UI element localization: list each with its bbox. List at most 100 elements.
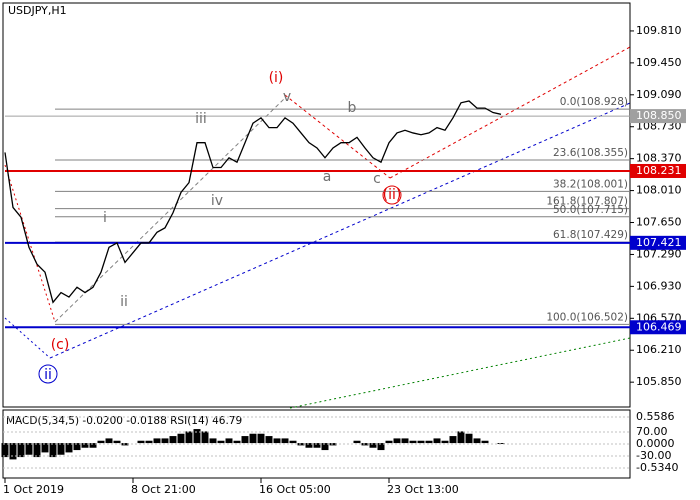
level-label: 106.469 (636, 320, 682, 333)
wave-label: i (103, 210, 107, 226)
indicator-scale-label: 0.0000 (636, 437, 675, 450)
chart-title: USDJPY,H1 (8, 4, 67, 17)
macd-bar (113, 440, 121, 444)
trend-line (4, 317, 51, 359)
fibo-label: 161.8(107.807) (546, 196, 628, 208)
price-box (630, 109, 686, 124)
price-box (630, 320, 686, 335)
macd-bar (441, 440, 449, 444)
trend-line (49, 102, 631, 359)
macd-bar (313, 443, 321, 448)
macd-bar (369, 443, 377, 448)
wave-label: (ii) (383, 187, 402, 203)
macd-bar (209, 438, 217, 444)
macd-bar (49, 443, 57, 458)
macd-bar (33, 443, 41, 458)
macd-bar (73, 443, 81, 451)
y-tick-label: 108.010 (636, 184, 682, 197)
y-tick-label: 107.650 (636, 216, 682, 229)
wave-label: v (283, 89, 291, 105)
wave-label: b (348, 100, 357, 116)
macd-bar (433, 438, 441, 444)
macd-bar (393, 438, 401, 444)
indicator-scale-label: -0.5340 (636, 461, 678, 474)
level-label: 108.231 (636, 164, 682, 177)
trend-line (54, 97, 286, 323)
macd-bar (201, 431, 209, 444)
indicator-scale-label: 0.5586 (636, 410, 675, 423)
macd-bar (457, 431, 465, 444)
price-line (4, 100, 502, 304)
wave-label: ii (120, 294, 128, 310)
macd-bar (225, 438, 233, 444)
y-tick-label: 105.850 (636, 375, 682, 388)
macd-bar (473, 438, 481, 444)
macd-bar (321, 443, 329, 451)
fibo-label: 61.8(107.429) (553, 229, 628, 241)
macd-bar (257, 433, 265, 444)
wave-label: (i) (269, 70, 284, 86)
trend-lines (4, 46, 631, 409)
macd-bar (481, 440, 489, 444)
macd-bar (241, 436, 249, 444)
macd-bar (449, 436, 457, 444)
fibo-label: 38.2(108.001) (553, 178, 628, 190)
macd-bar (193, 429, 201, 444)
macd-bar (185, 431, 193, 444)
fibo-label: 50.0(107.715) (553, 204, 628, 216)
wave-circle (382, 185, 402, 205)
fibo-label: 100.0(106.502) (546, 311, 628, 323)
y-tick-label: 106.930 (636, 279, 682, 292)
macd-bar (65, 443, 73, 453)
macd-bar (265, 436, 273, 444)
trend-line (284, 94, 391, 179)
macd-bar (81, 443, 89, 448)
wave-label: (c) (51, 337, 70, 353)
macd-bar (465, 433, 473, 444)
macd-bar (153, 438, 161, 444)
wave-label: a (323, 169, 332, 185)
macd-bar (425, 440, 433, 444)
y-tick-label: 109.450 (636, 56, 682, 69)
macd-bar (217, 440, 225, 444)
macd-bar (25, 443, 33, 455)
y-tick-label: 109.090 (636, 88, 682, 101)
macd-bar (105, 438, 113, 444)
x-tick-label: 8 Oct 21:00 (131, 483, 196, 496)
macd-bar (97, 440, 105, 444)
price-box (630, 235, 686, 250)
macd-bar (41, 443, 49, 453)
wave-label: iv (211, 193, 223, 209)
macd-bar (233, 440, 241, 444)
wave-circle (38, 364, 58, 384)
y-tick-label: 106.210 (636, 343, 682, 356)
indicator-scale-label: -30.00 (636, 449, 671, 462)
level-label: 107.421 (636, 236, 682, 249)
macd-bar (57, 443, 65, 455)
macd-bar (9, 443, 17, 460)
macd-bar (385, 440, 393, 444)
macd-bar (137, 440, 145, 444)
x-tick-label: 16 Oct 05:00 (259, 483, 331, 496)
x-tick-label: 23 Oct 13:00 (387, 483, 459, 496)
fibo-label: 23.6(108.355) (553, 147, 628, 159)
macd-bar (169, 436, 177, 444)
macd-bar (177, 433, 185, 444)
y-tick-label: 109.810 (636, 24, 682, 37)
macd-bar (353, 440, 361, 444)
macd-bar (281, 438, 289, 444)
trend-line (289, 337, 631, 409)
wave-label: c (373, 171, 381, 187)
macd-bar (305, 443, 313, 448)
macd-bar (161, 438, 169, 444)
macd-bar (145, 440, 153, 444)
price-box (630, 163, 686, 178)
macd-bar (377, 443, 385, 451)
macd-bar (89, 443, 97, 448)
macd-bar (289, 440, 297, 444)
macd-bar (17, 443, 25, 458)
indicator-scale-label: 70.00 (636, 425, 668, 438)
current-price-label: 108.850 (636, 109, 682, 122)
macd-bar (401, 438, 409, 444)
